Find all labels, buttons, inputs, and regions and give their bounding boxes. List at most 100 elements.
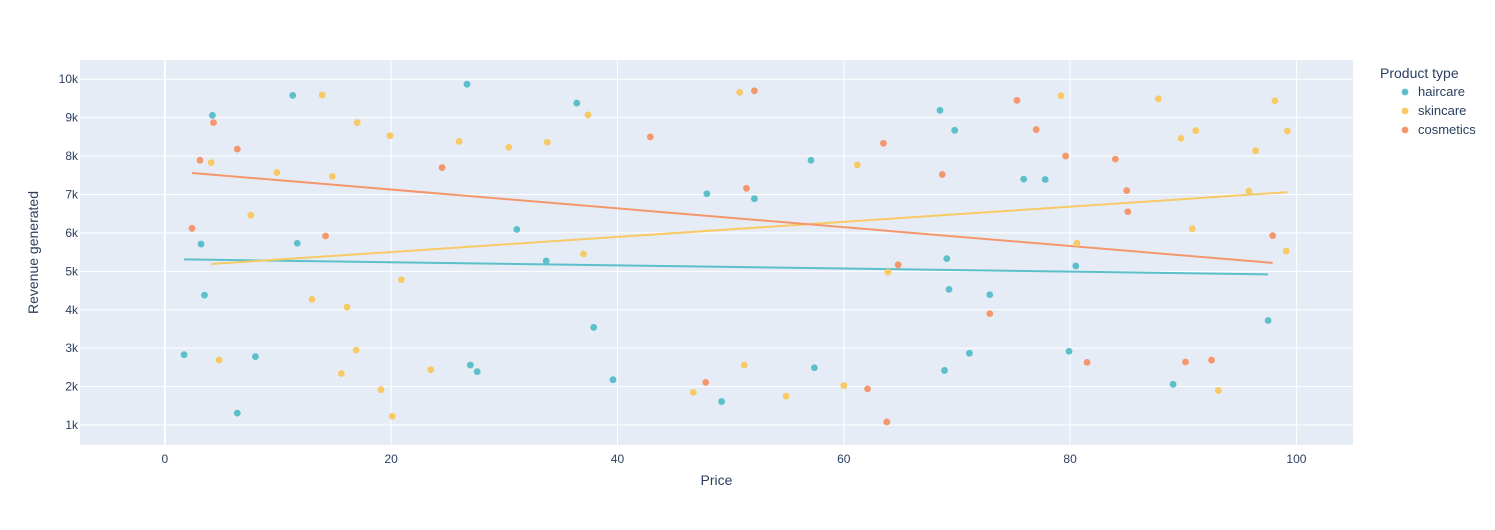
point-skincare[interactable] <box>580 250 587 258</box>
point-skincare[interactable] <box>427 366 435 374</box>
point-cosmetics[interactable] <box>938 171 946 178</box>
point-cosmetics[interactable] <box>233 145 241 153</box>
point-cosmetics[interactable] <box>702 378 710 386</box>
point-skincare[interactable] <box>1245 187 1253 195</box>
point-skincare[interactable] <box>689 388 697 396</box>
point-skincare[interactable] <box>377 386 385 394</box>
point-skincare[interactable] <box>1057 92 1065 100</box>
point-skincare[interactable] <box>328 173 336 180</box>
point-skincare[interactable] <box>207 159 215 166</box>
point-haircare[interactable] <box>466 361 474 369</box>
point-skincare[interactable] <box>740 361 748 369</box>
point-skincare[interactable] <box>543 138 551 146</box>
point-haircare[interactable] <box>986 291 994 299</box>
point-cosmetics[interactable] <box>438 164 446 171</box>
point-skincare[interactable] <box>343 303 351 311</box>
point-cosmetics[interactable] <box>864 385 871 393</box>
point-haircare[interactable] <box>943 255 951 263</box>
point-skincare[interactable] <box>318 91 326 99</box>
point-cosmetics[interactable] <box>743 184 750 192</box>
point-cosmetics[interactable] <box>1032 126 1040 133</box>
point-cosmetics[interactable] <box>188 224 196 232</box>
point-haircare[interactable] <box>941 367 948 374</box>
point-skincare[interactable] <box>388 412 396 420</box>
point-skincare[interactable] <box>840 382 848 389</box>
point-cosmetics[interactable] <box>1182 358 1189 366</box>
point-skincare[interactable] <box>273 169 281 176</box>
point-cosmetics[interactable] <box>1269 232 1277 239</box>
point-skincare[interactable] <box>1192 127 1200 135</box>
legend-items[interactable]: haircare skincare cosmetics <box>1401 84 1477 137</box>
point-skincare[interactable] <box>584 111 592 119</box>
point-haircare[interactable] <box>180 351 188 359</box>
legend-item-cosmetics[interactable]: cosmetics <box>1401 122 1477 137</box>
point-cosmetics[interactable] <box>894 261 902 269</box>
point-skincare[interactable] <box>782 392 790 400</box>
point-skincare[interactable] <box>1188 225 1196 233</box>
point-haircare[interactable] <box>703 190 711 198</box>
point-haircare[interactable] <box>751 195 758 203</box>
point-haircare[interactable] <box>807 156 815 164</box>
point-cosmetics[interactable] <box>210 119 217 127</box>
point-haircare[interactable] <box>289 91 297 99</box>
point-haircare[interactable] <box>1169 380 1177 388</box>
point-haircare[interactable] <box>1264 317 1272 324</box>
point-skincare[interactable] <box>1073 239 1081 247</box>
point-skincare[interactable] <box>1154 95 1162 103</box>
point-cosmetics[interactable] <box>1083 358 1091 366</box>
point-skincare[interactable] <box>352 346 360 354</box>
point-skincare[interactable] <box>1271 97 1279 105</box>
point-haircare[interactable] <box>208 111 216 119</box>
point-cosmetics[interactable] <box>986 310 994 317</box>
point-cosmetics[interactable] <box>1124 208 1132 216</box>
point-skincare[interactable] <box>455 138 463 145</box>
point-haircare[interactable] <box>197 240 205 248</box>
point-haircare[interactable] <box>293 239 301 247</box>
point-haircare[interactable] <box>513 226 521 233</box>
point-haircare[interactable] <box>609 376 617 384</box>
legend-item-skincare[interactable]: skincare <box>1401 103 1467 118</box>
point-haircare[interactable] <box>233 409 241 417</box>
point-skincare[interactable] <box>1252 147 1260 155</box>
point-haircare[interactable] <box>951 126 959 134</box>
legend-item-haircare[interactable]: haircare <box>1401 84 1465 99</box>
point-skincare[interactable] <box>505 143 513 151</box>
legend[interactable]: Product type haircare skincare cosmetics <box>1380 65 1476 137</box>
point-cosmetics[interactable] <box>1013 96 1021 104</box>
point-haircare[interactable] <box>1041 176 1049 183</box>
point-skincare[interactable] <box>1177 134 1185 142</box>
point-skincare[interactable] <box>386 132 394 140</box>
point-haircare[interactable] <box>590 324 598 331</box>
point-haircare[interactable] <box>1020 175 1028 183</box>
point-haircare[interactable] <box>810 364 818 372</box>
point-haircare[interactable] <box>718 398 725 405</box>
point-skincare[interactable] <box>308 295 316 303</box>
point-skincare[interactable] <box>1283 127 1291 135</box>
point-haircare[interactable] <box>1065 347 1073 355</box>
point-cosmetics[interactable] <box>880 139 887 147</box>
point-skincare[interactable] <box>215 356 223 364</box>
point-haircare[interactable] <box>542 257 550 265</box>
point-skincare[interactable] <box>397 276 405 284</box>
point-skincare[interactable] <box>1282 247 1290 255</box>
point-skincare[interactable] <box>1214 387 1222 394</box>
point-haircare[interactable] <box>201 291 208 299</box>
point-skincare[interactable] <box>853 161 861 169</box>
point-cosmetics[interactable] <box>322 232 329 240</box>
point-haircare[interactable] <box>463 80 471 88</box>
point-skincare[interactable] <box>736 88 744 96</box>
point-skincare[interactable] <box>884 268 892 276</box>
point-haircare[interactable] <box>945 285 953 293</box>
point-cosmetics[interactable] <box>1062 152 1069 160</box>
point-cosmetics[interactable] <box>1123 187 1131 195</box>
point-cosmetics[interactable] <box>751 87 758 95</box>
point-haircare[interactable] <box>473 368 481 376</box>
point-cosmetics[interactable] <box>646 133 654 141</box>
point-skincare[interactable] <box>247 211 255 219</box>
point-haircare[interactable] <box>1072 262 1080 270</box>
point-haircare[interactable] <box>966 349 973 357</box>
point-skincare[interactable] <box>337 370 345 377</box>
point-haircare[interactable] <box>936 106 944 114</box>
point-cosmetics[interactable] <box>883 418 891 426</box>
point-haircare[interactable] <box>251 353 259 361</box>
